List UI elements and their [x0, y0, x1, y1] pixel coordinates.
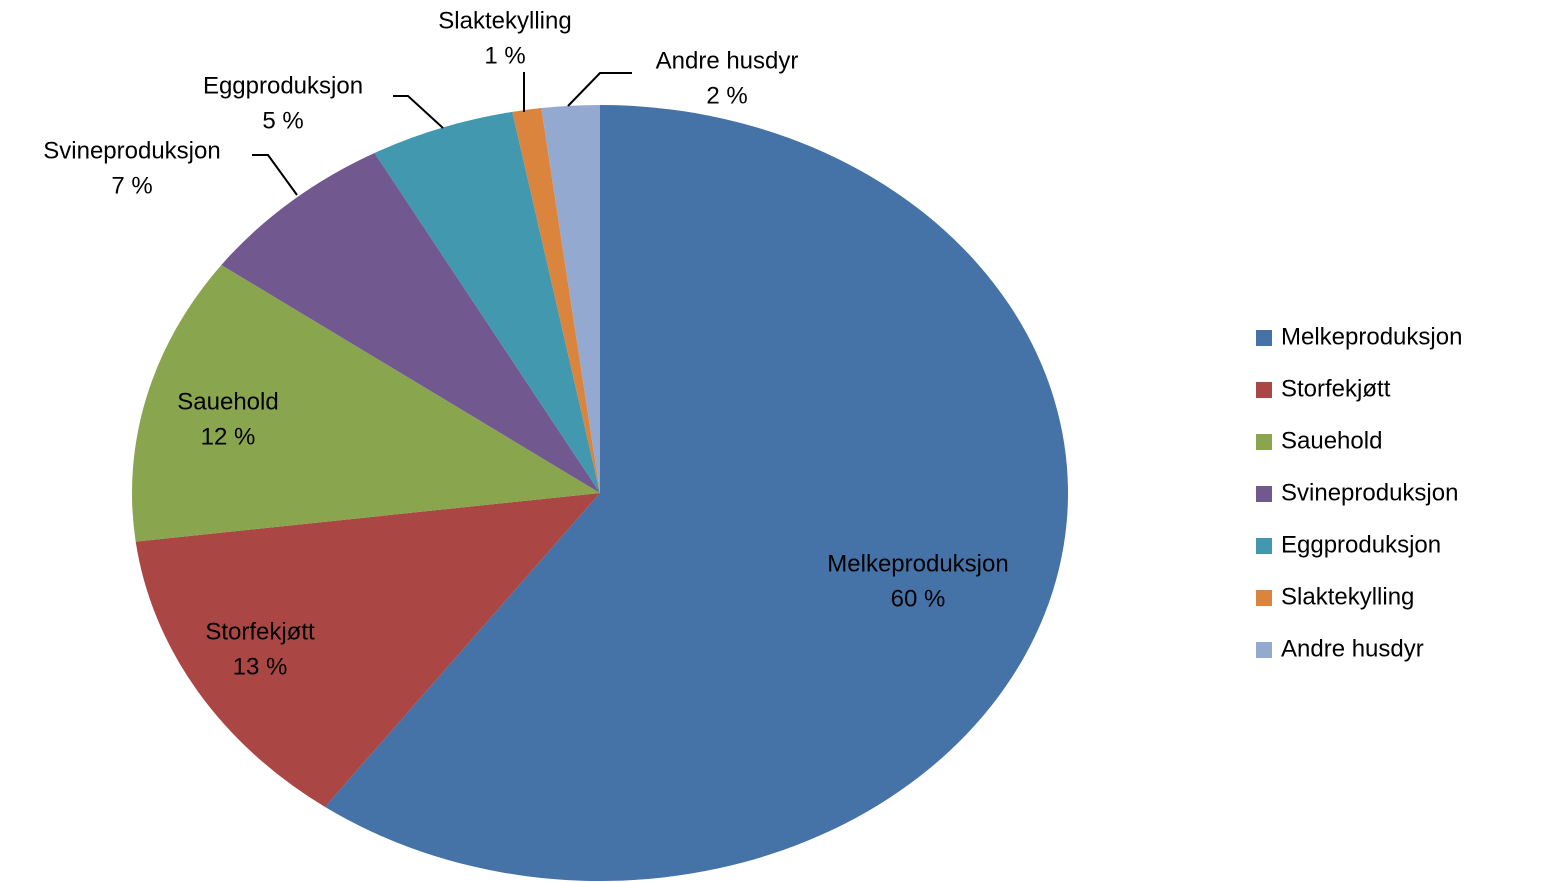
slice-value-label: 5 %	[262, 107, 303, 134]
pie-slice	[132, 264, 601, 542]
slice-label: Slaktekylling	[438, 7, 571, 34]
legend-swatch	[1256, 434, 1272, 450]
pie-slice	[374, 111, 600, 493]
slice-value-label: 12 %	[201, 423, 256, 450]
legend-swatch	[1256, 538, 1272, 554]
legend-label: Eggproduksjon	[1281, 531, 1441, 558]
legend-swatch	[1256, 590, 1272, 606]
legend-label: Andre husdyr	[1281, 635, 1424, 662]
slice-label: Storfekjøtt	[205, 618, 315, 645]
slice-label: Sauehold	[177, 388, 278, 415]
leader-line	[567, 72, 632, 107]
leader-line	[252, 154, 298, 196]
legend-label: Melkeproduksjon	[1281, 323, 1462, 350]
legend-swatch	[1256, 330, 1272, 346]
legend-swatch	[1256, 486, 1272, 502]
leader-line	[393, 95, 444, 129]
legend-label: Svineproduksjon	[1281, 479, 1458, 506]
slice-value-label: 7 %	[111, 172, 152, 199]
slice-label: Andre husdyr	[656, 47, 799, 74]
slice-value-label: 2 %	[706, 82, 747, 109]
slice-value-label: 13 %	[233, 653, 288, 680]
legend-swatch	[1256, 382, 1272, 398]
pie-slice	[512, 108, 600, 493]
pie-slice	[221, 152, 600, 493]
slice-value-label: 1 %	[484, 42, 525, 69]
pie-slice	[324, 105, 1068, 881]
slice-label: Melkeproduksjon	[827, 550, 1008, 577]
slice-label: Eggproduksjon	[203, 72, 363, 99]
slice-value-label: 60 %	[891, 585, 946, 612]
pie-slice	[541, 105, 600, 493]
slice-label: Svineproduksjon	[43, 137, 220, 164]
legend-label: Slaktekylling	[1281, 583, 1414, 610]
pie-slice	[135, 493, 601, 807]
legend-label: Storfekjøtt	[1281, 375, 1391, 402]
legend-swatch	[1256, 642, 1272, 658]
legend-label: Sauehold	[1281, 427, 1382, 454]
